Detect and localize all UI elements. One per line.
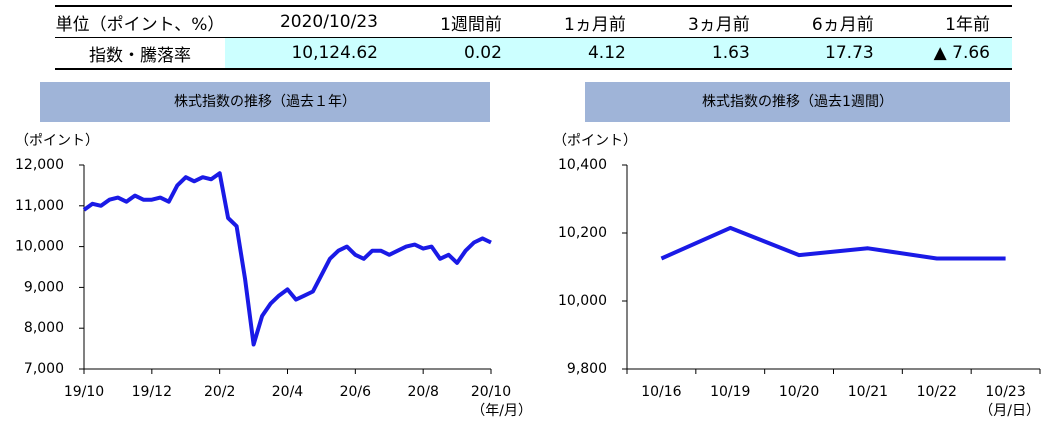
x-tick-label: 20/10 <box>471 384 511 400</box>
table-cell: 0.02 <box>399 37 524 69</box>
y-tick-label: 7,000 <box>24 361 64 377</box>
y-axis-label: （ポイント） <box>553 133 637 149</box>
chart-title: 株式指数の推移（過去1週間） <box>702 94 893 110</box>
x-tick-label: 19/12 <box>132 384 172 400</box>
title-banner <box>585 82 1010 122</box>
y-tick-label: 10,000 <box>15 239 64 255</box>
chart-title: 株式指数の推移（過去１年） <box>174 94 356 110</box>
x-tick-label: 20/2 <box>204 384 235 400</box>
table-cell: 1週間前 <box>399 6 524 38</box>
y-tick-label: 10,000 <box>558 293 607 309</box>
x-tick-label: 20/4 <box>272 384 304 400</box>
y-tick-label: 9,000 <box>24 279 64 295</box>
y-tick-label: 9,800 <box>567 361 607 377</box>
data-line <box>82 171 492 347</box>
table-row: 単位（ポイント、%） 2020/10/23 1週間前 1ヵ月前 3ヵ月前 6ヵ月前 1年前 <box>55 6 1012 38</box>
y-tick-label: 10,200 <box>558 225 607 241</box>
x-tick-label: 19/10 <box>64 384 104 400</box>
table-cell: 1年前 <box>895 6 1012 38</box>
table-row: 指数・騰落率 10,124.62 0.02 4.12 1.63 17.73 ▲ 7.66 <box>55 37 1012 69</box>
table-cell: 2020/10/23 <box>225 6 400 38</box>
table-cell: ▲ 7.66 <box>895 37 1012 69</box>
x-tick-label: 10/20 <box>779 384 819 400</box>
y-tick-label: 12,000 <box>15 157 64 173</box>
y-tick-label: 11,000 <box>15 198 64 214</box>
table-cell: 4.12 <box>523 37 648 69</box>
y-tick-label: 8,000 <box>24 320 64 336</box>
table-cell: 1ヵ月前 <box>523 6 648 38</box>
x-tick-label: 10/21 <box>848 384 888 400</box>
summary-table: 単位（ポイント、%） 2020/10/23 1週間前 1ヵ月前 3ヵ月前 6ヵ月前 1年前指… <box>55 5 1012 70</box>
table-cell: 10,124.62 <box>225 37 400 69</box>
data-line <box>660 225 1006 261</box>
x-tick-label: 10/16 <box>641 384 681 400</box>
table-cell: 17.73 <box>771 37 896 69</box>
title-banner <box>40 82 490 122</box>
y-tick-label: 10,400 <box>558 157 607 173</box>
x-tick-label: 10/19 <box>710 384 750 400</box>
x-tick-label: 20/6 <box>340 384 372 400</box>
x-axis-label: （月/日） <box>979 403 1040 419</box>
table-cell: 6ヵ月前 <box>771 6 896 38</box>
table-cell: 3ヵ月前 <box>647 6 772 38</box>
table-cell: 単位（ポイント、%） <box>55 6 225 38</box>
x-tick-label: 20/8 <box>407 384 438 400</box>
table-cell: 1.63 <box>647 37 772 69</box>
y-axis-label: （ポイント） <box>15 133 99 149</box>
x-tick-label: 10/23 <box>985 384 1025 400</box>
x-tick-label: 10/22 <box>917 384 957 400</box>
table-cell: 指数・騰落率 <box>89 45 191 66</box>
x-axis-label: （年/月） <box>471 403 532 419</box>
